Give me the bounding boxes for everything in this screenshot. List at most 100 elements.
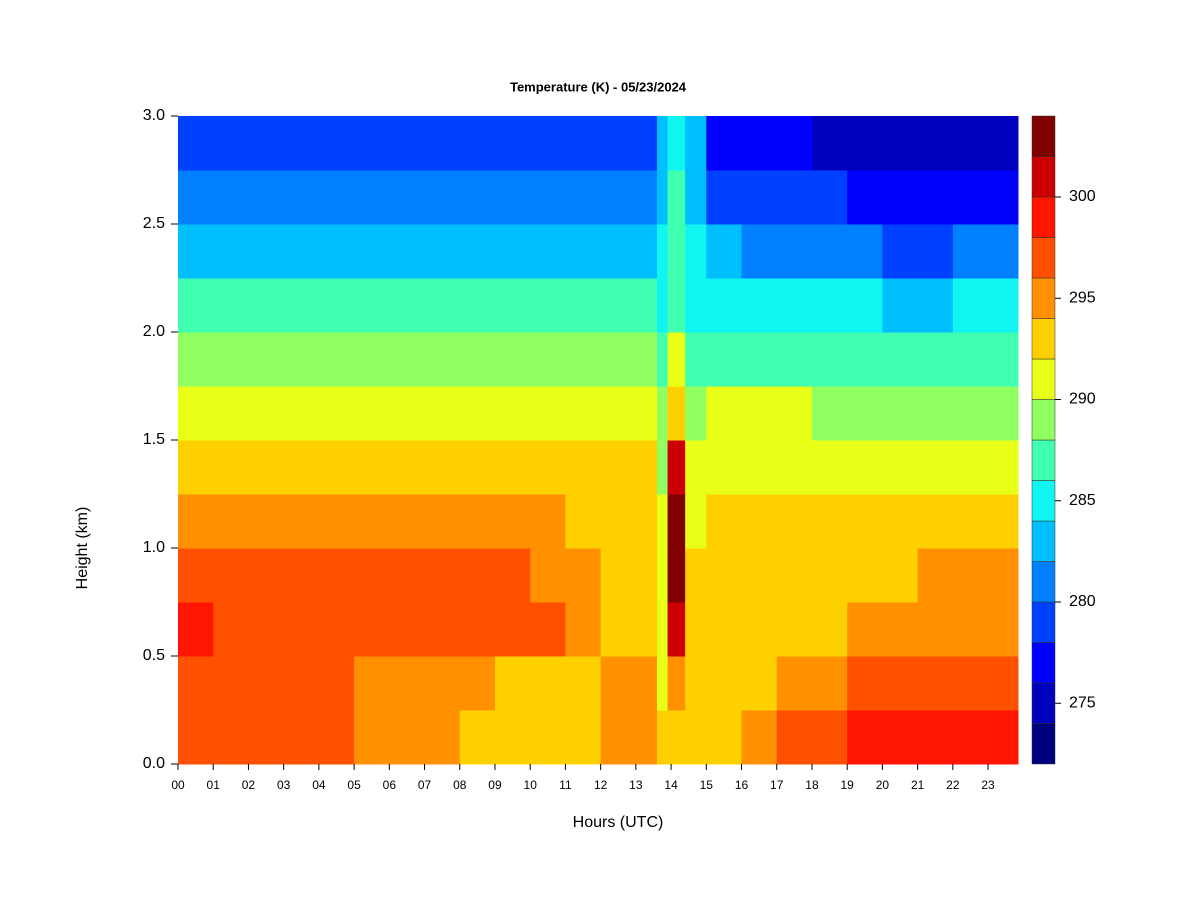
- heat-cell: [882, 386, 919, 441]
- heat-cell: [917, 494, 954, 549]
- x-tick-label: 02: [242, 778, 256, 792]
- colorbar-band: [1031, 480, 1056, 522]
- heat-cell: [178, 386, 214, 441]
- heat-cell: [656, 710, 669, 765]
- heat-cell: [178, 278, 214, 333]
- heat-cell: [530, 440, 566, 495]
- heat-cell: [988, 440, 1019, 495]
- heat-cell: [776, 224, 813, 279]
- heat-cell: [283, 278, 320, 333]
- heat-cell: [635, 494, 658, 549]
- heat-cell: [459, 440, 496, 495]
- colorbar-band: [1031, 399, 1056, 441]
- heat-cell: [389, 116, 426, 171]
- heat-cell: [354, 656, 390, 711]
- heat-cell: [283, 116, 320, 171]
- heat-cell: [530, 170, 566, 225]
- heat-cell: [213, 170, 249, 225]
- heat-cell: [600, 440, 637, 495]
- heat-cell: [248, 170, 285, 225]
- heat-cell: [565, 170, 602, 225]
- heat-cell: [213, 332, 249, 387]
- heat-cell: [565, 548, 602, 603]
- heat-cell: [656, 170, 669, 225]
- heat-cell: [988, 170, 1019, 225]
- heat-cell: [354, 440, 390, 495]
- colorbar-band: [1031, 358, 1056, 400]
- heat-cell: [389, 710, 426, 765]
- heat-cell: [917, 710, 954, 765]
- heat-cell: [248, 656, 285, 711]
- heat-cell: [318, 710, 355, 765]
- heat-cell: [213, 494, 249, 549]
- heat-cell: [741, 170, 778, 225]
- heat-cell: [530, 602, 566, 657]
- heat-cell: [882, 170, 919, 225]
- y-tick-label: 0.0: [143, 755, 165, 772]
- heat-cell: [917, 386, 954, 441]
- heat-cell: [706, 386, 743, 441]
- heat-cell: [530, 332, 566, 387]
- y-tick-label: 2.0: [143, 323, 165, 340]
- heat-cell: [882, 602, 919, 657]
- heat-cell: [389, 332, 426, 387]
- heat-cell: [530, 224, 566, 279]
- x-tick-label: 22: [946, 778, 960, 792]
- y-tick-label: 0.5: [143, 647, 165, 664]
- heat-cell: [600, 548, 637, 603]
- heat-cell: [530, 656, 566, 711]
- colorbar-band: [1031, 237, 1056, 279]
- heat-cell: [213, 116, 249, 171]
- chart-title: Temperature (K) - 05/23/2024: [510, 79, 687, 94]
- heat-cell: [811, 278, 848, 333]
- heat-cell: [667, 386, 686, 441]
- heat-cell: [600, 494, 637, 549]
- heat-cell: [459, 386, 496, 441]
- heat-cell: [565, 710, 602, 765]
- heat-cell: [656, 332, 669, 387]
- heat-cell: [988, 548, 1019, 603]
- heat-cell: [600, 710, 637, 765]
- heat-cell: [635, 224, 658, 279]
- heat-cell: [811, 170, 848, 225]
- heat-cell: [213, 278, 249, 333]
- heat-cell: [706, 116, 743, 171]
- heat-cell: [424, 710, 461, 765]
- heat-cell: [776, 278, 813, 333]
- heat-cell: [776, 710, 813, 765]
- heat-cell: [354, 386, 390, 441]
- heat-cell: [530, 548, 566, 603]
- heat-cell: [741, 116, 778, 171]
- heat-cell: [882, 494, 919, 549]
- heat-cell: [952, 332, 989, 387]
- heat-cell: [424, 386, 461, 441]
- heat-cell: [248, 548, 285, 603]
- heat-cell: [917, 656, 954, 711]
- heat-cell: [494, 224, 531, 279]
- x-tick-label: 01: [207, 778, 221, 792]
- heat-cell: [776, 116, 813, 171]
- heat-cell: [741, 494, 778, 549]
- heat-cell: [667, 170, 686, 225]
- colorbar-band: [1031, 520, 1056, 562]
- heat-cell: [213, 548, 249, 603]
- heat-cell: [494, 656, 531, 711]
- heat-cell: [424, 278, 461, 333]
- heat-cell: [847, 602, 883, 657]
- colorbar-tick-label: 290: [1069, 391, 1096, 408]
- heat-cell: [847, 440, 883, 495]
- heat-cell: [494, 278, 531, 333]
- heat-cell: [424, 332, 461, 387]
- heat-cell: [178, 602, 214, 657]
- heat-cell: [459, 224, 496, 279]
- heat-cell: [811, 548, 848, 603]
- x-tick-label: 11: [559, 778, 572, 792]
- heat-cell: [776, 170, 813, 225]
- heat-cell: [656, 602, 669, 657]
- heat-cell: [685, 278, 707, 333]
- heat-cell: [178, 224, 214, 279]
- heat-cell: [354, 548, 390, 603]
- heat-cell: [667, 710, 686, 765]
- x-tick-label: 04: [312, 778, 326, 792]
- colorbar-band: [1031, 115, 1056, 157]
